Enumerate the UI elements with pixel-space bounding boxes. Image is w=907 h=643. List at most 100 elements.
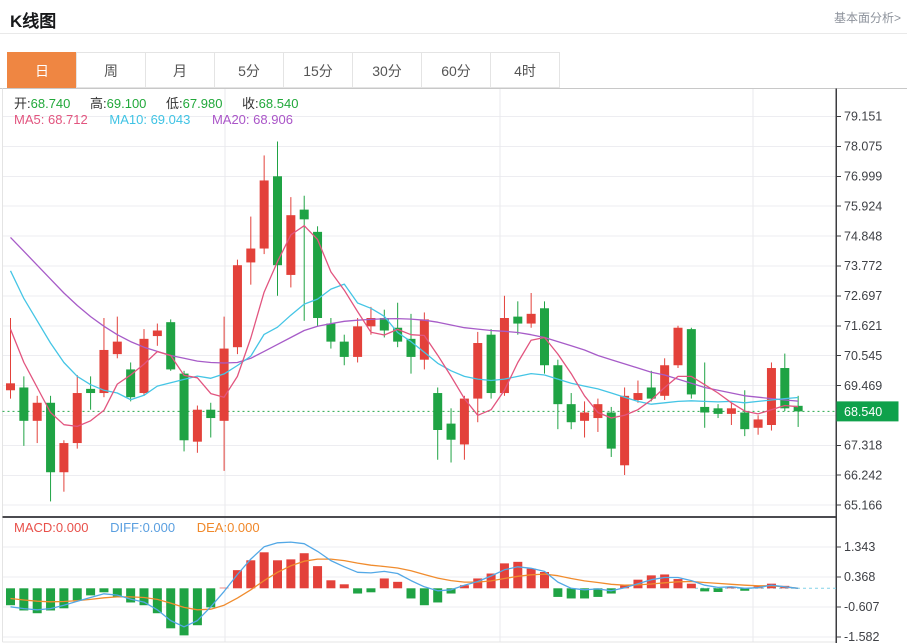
tab-5min[interactable]: 5分 (214, 52, 284, 88)
candle (553, 365, 563, 405)
ma5-label: MA5: (14, 112, 45, 127)
price-axis-tick-label: 65.166 (844, 498, 882, 512)
macd-bar (59, 588, 69, 609)
price-axis-tick-label: 76.999 (844, 170, 882, 184)
macd-bar (393, 581, 403, 589)
macd-bar (366, 588, 376, 593)
tab-week[interactable]: 周 (76, 52, 146, 88)
panel-borders (0, 88, 907, 643)
price-axis-labels: 79.151 78.075 76.999 75.924 74.848 73.772 72.6… (836, 110, 882, 512)
macd-bar (620, 585, 630, 589)
macd-bar (192, 588, 202, 626)
candle (86, 388, 96, 394)
candle (540, 308, 549, 366)
macd-bar (433, 588, 443, 603)
macd-bar (219, 587, 229, 589)
macd-bar (726, 586, 736, 589)
price-axis-tick-label: 75.924 (844, 199, 882, 213)
macd-bar (673, 579, 683, 589)
period-tabbar: 日 周 月 5分 15分 30分 60分 4时 (7, 52, 560, 88)
fundamental-analysis-link[interactable]: 基本面分析> (833, 11, 901, 25)
candle (726, 408, 736, 414)
tab-15min[interactable]: 15分 (283, 52, 353, 88)
candle (686, 329, 696, 395)
candle (46, 402, 56, 473)
macd-axis-tick-label: 1.343 (844, 540, 875, 554)
macd-bar (232, 570, 242, 589)
macd-bar (406, 588, 416, 599)
ohlc-open-label: 开: (14, 96, 31, 111)
tab-month[interactable]: 月 (145, 52, 215, 88)
macd-bar (179, 588, 189, 636)
tab-30min[interactable]: 30分 (352, 52, 422, 88)
macd-bar (740, 588, 750, 591)
macd-value-legend: MACD:0.000 (14, 520, 88, 535)
candle (59, 443, 69, 473)
macd-axis-tick-label: 0.368 (844, 570, 875, 584)
macd-bar (339, 584, 349, 589)
diff-label: DIFF: (110, 520, 143, 535)
tab-60min[interactable]: 60分 (421, 52, 491, 88)
header-divider (0, 33, 907, 34)
macd-bar (419, 588, 429, 606)
candle (326, 323, 336, 342)
candle (299, 209, 309, 220)
candle (486, 334, 496, 394)
ohlc-close: 收:68.540 (242, 96, 298, 111)
candle (406, 338, 416, 357)
macd-axis-tick-label: -1.582 (844, 630, 879, 643)
ohlc-high-value: 69.100 (106, 96, 147, 111)
macd-bar (6, 588, 15, 606)
ohlc-high: 高:69.100 (90, 96, 146, 111)
candle (499, 318, 509, 394)
candle (139, 338, 149, 394)
ohlc-low-value: 67.980 (182, 96, 223, 111)
tab-4hour[interactable]: 4时 (490, 52, 560, 88)
macd-bar (660, 574, 670, 589)
candle (593, 404, 603, 419)
ohlc-low: 低:67.980 (166, 96, 222, 111)
candle (646, 387, 656, 399)
candle (606, 412, 616, 449)
macd-bar (112, 588, 122, 598)
ma-legend: MA5: 68.712 MA10: 69.043 MA20: 68.906 (14, 112, 311, 127)
macd-bar (499, 563, 509, 589)
macd-bars-group (6, 552, 790, 636)
candle (580, 412, 590, 421)
macd-bar (166, 588, 176, 629)
tab-day[interactable]: 日 (7, 52, 77, 88)
macd-value: 0.000 (55, 520, 89, 535)
price-axis-tick-label: 70.545 (844, 349, 882, 363)
price-axis-tick-label: 67.318 (844, 439, 882, 453)
macd-bar (139, 588, 149, 606)
ma5-legend: MA5: 68.712 (14, 112, 88, 127)
price-axis-tick-label: 66.242 (844, 468, 882, 482)
gridlines-group (2, 88, 836, 642)
macd-bar (246, 560, 256, 589)
candle (473, 343, 483, 399)
candle (179, 373, 189, 441)
ma5-value: 68.712 (47, 112, 88, 127)
candle (379, 318, 389, 331)
candle (526, 313, 536, 324)
macd-bar (580, 588, 590, 599)
macd-bar (206, 588, 216, 608)
candle (273, 176, 282, 266)
candle (126, 369, 136, 398)
price-axis-tick-label: 74.848 (844, 229, 882, 243)
candle (353, 326, 363, 357)
diff-line (10, 541, 799, 628)
macd-bar (99, 588, 109, 593)
dea-label: DEA: (196, 520, 228, 535)
ma20-line (10, 236, 799, 402)
candle (286, 215, 296, 275)
candle (633, 393, 643, 400)
macd-bar (540, 571, 549, 589)
ohlc-readout: 开:68.740 高:69.100 低:67.980 收:68.540 (14, 93, 314, 112)
candle (72, 393, 82, 444)
macd-axis-labels: 1.343 0.368 -0.607 -1.582 (836, 540, 879, 643)
ma10-value: 69.043 (150, 112, 191, 127)
candle (192, 409, 202, 442)
candle (339, 341, 349, 357)
